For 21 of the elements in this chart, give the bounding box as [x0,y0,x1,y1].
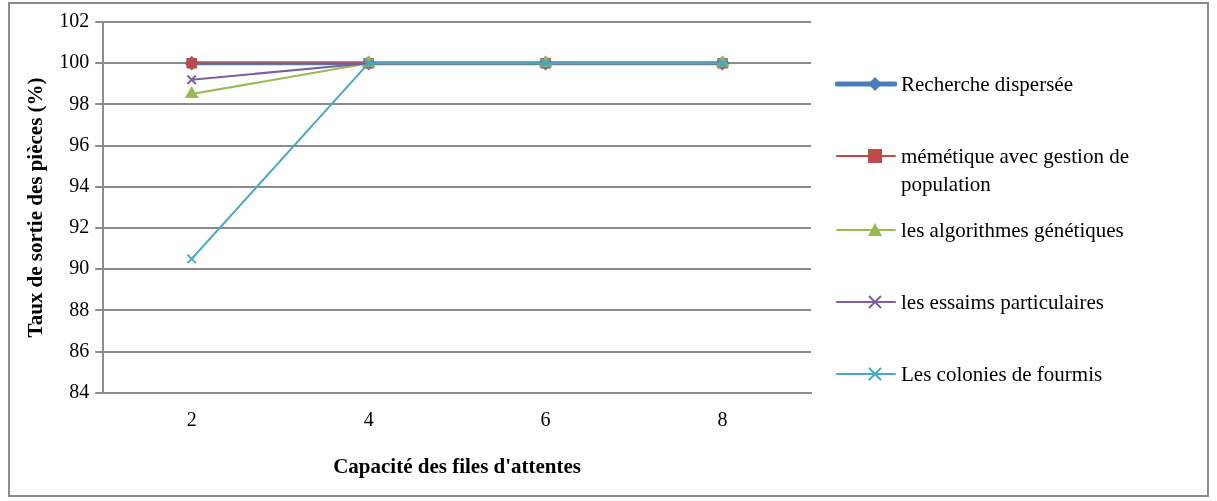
y-axis-title: Taux de sortie des pièces (%) [23,77,48,338]
x-tick-label: 4 [363,408,374,431]
legend-label: les algorithmes génétiques [901,217,1124,244]
legend-label: Recherche dispersée [901,71,1073,98]
x-tick-label: 6 [540,408,551,431]
y-tick-label: 90 [69,256,90,279]
legend-label: mémétique avec gestion de population [901,143,1130,198]
legend-label: Les colonies de fourmis [901,361,1103,388]
x-tick-label: 8 [717,408,728,431]
x-tick-label: 2 [186,408,197,431]
y-tick-label: 84 [69,380,90,403]
y-tick-label: 86 [69,338,90,361]
y-tick-label: 98 [69,91,90,114]
y-tick-label: 96 [69,132,90,155]
y-tick-label: 92 [69,215,90,238]
y-tick-label: 88 [69,297,90,320]
y-tick-label: 102 [59,9,90,32]
x-axis-title: Capacité des files d'attentes [333,453,582,478]
y-tick-label: 100 [59,50,90,73]
y-tick-label: 94 [69,174,90,197]
legend-label: les essaims particulaires [901,289,1104,316]
